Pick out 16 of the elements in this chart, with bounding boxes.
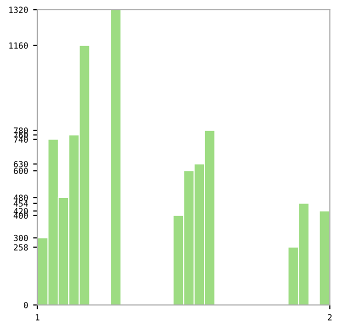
bar	[110, 10, 122, 305]
x-tick-label: 2	[328, 314, 332, 320]
y-tick-label: 600	[14, 168, 28, 174]
y-tick-label: 740	[14, 136, 28, 143]
y-tick-label: 0	[24, 302, 28, 308]
y-tick-label: 420	[14, 208, 28, 214]
y-tick-label: 780	[14, 127, 28, 134]
y-tick-label: 300	[14, 234, 28, 242]
y-tick-label: 258	[14, 244, 28, 251]
y-tick-label: 454	[14, 200, 28, 207]
y-tick-label: 630	[14, 161, 28, 168]
y-tick-label: 1320	[9, 6, 28, 13]
x-tick-label: 1	[36, 314, 40, 320]
y-tick-label: 1160	[9, 42, 28, 49]
y-tick-label: 480	[14, 194, 28, 201]
bar	[319, 210, 330, 305]
